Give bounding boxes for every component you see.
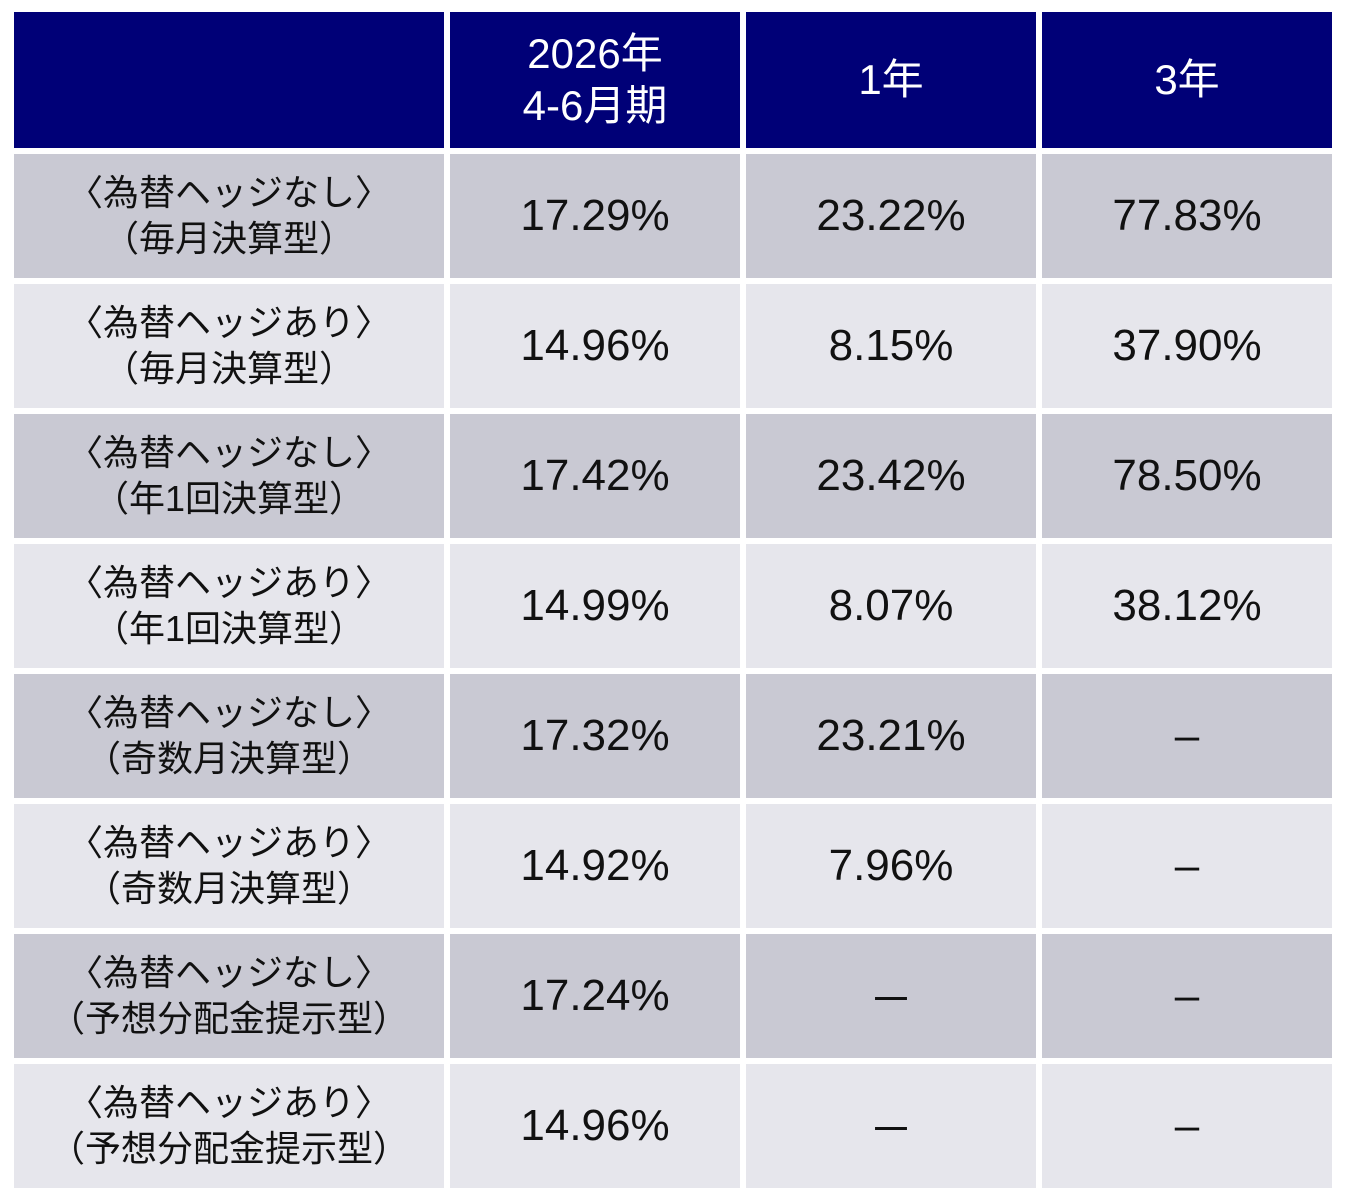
row-label-cell: 〈為替ヘッジあり〉 （年1回決算型） [14,544,444,668]
header-blank-cell [14,12,444,148]
value-3year-cell: 77.83% [1042,154,1332,278]
performance-table: 2026年 4-6月期 1年 3年 〈為替ヘッジなし〉 （毎月決算型） 17.2… [8,6,1338,1194]
value-3year-cell: 78.50% [1042,414,1332,538]
value-1year-cell: － [746,934,1036,1058]
row-label-type: （奇数月決算型） [84,868,373,909]
value-3year-cell: 37.90% [1042,284,1332,408]
row-label-hedge: 〈為替ヘッジなし〉 [66,692,391,733]
value-1year-cell: 7.96% [746,804,1036,928]
table-row: 〈為替ヘッジあり〉 （毎月決算型） 14.96% 8.15% 37.90% [14,284,1332,408]
value-3year-cell: 38.12% [1042,544,1332,668]
value-1year-cell: 8.07% [746,544,1036,668]
row-label-cell: 〈為替ヘッジあり〉 （予想分配金提示型） [14,1064,444,1188]
value-period-cell: 14.92% [450,804,740,928]
value-3year-cell: – [1042,674,1332,798]
value-3year-cell: – [1042,804,1332,928]
value-1year-cell: 8.15% [746,284,1036,408]
value-period-cell: 14.96% [450,284,740,408]
table-row: 〈為替ヘッジなし〉 （奇数月決算型） 17.32% 23.21% – [14,674,1332,798]
value-period-cell: 17.32% [450,674,740,798]
row-label-cell: 〈為替ヘッジあり〉 （奇数月決算型） [14,804,444,928]
header-3year-cell: 3年 [1042,12,1332,148]
value-3year-cell: – [1042,1064,1332,1188]
header-period-quarter: 4-6月期 [522,82,668,129]
row-label-type: （毎月決算型） [102,348,355,389]
table-row: 〈為替ヘッジなし〉 （予想分配金提示型） 17.24% － – [14,934,1332,1058]
row-label-type: （予想分配金提示型） [48,1128,409,1169]
row-label-type: （年1回決算型） [92,608,366,649]
table-row: 〈為替ヘッジあり〉 （予想分配金提示型） 14.96% － – [14,1064,1332,1188]
value-3year-cell: – [1042,934,1332,1058]
row-label-hedge: 〈為替ヘッジなし〉 [66,952,391,993]
row-label-type: （毎月決算型） [102,218,355,259]
row-label-hedge: 〈為替ヘッジあり〉 [66,302,391,343]
row-label-type: （年1回決算型） [92,478,366,519]
value-1year-cell: 23.21% [746,674,1036,798]
table-row: 〈為替ヘッジなし〉 （年1回決算型） 17.42% 23.42% 78.50% [14,414,1332,538]
value-1year-cell: 23.22% [746,154,1036,278]
row-label-hedge: 〈為替ヘッジなし〉 [66,172,391,213]
row-label-cell: 〈為替ヘッジなし〉 （年1回決算型） [14,414,444,538]
value-period-cell: 14.96% [450,1064,740,1188]
value-period-cell: 17.24% [450,934,740,1058]
value-1year-cell: 23.42% [746,414,1036,538]
row-label-hedge: 〈為替ヘッジなし〉 [66,432,391,473]
value-1year-cell: － [746,1064,1036,1188]
value-period-cell: 14.99% [450,544,740,668]
header-1year-cell: 1年 [746,12,1036,148]
row-label-hedge: 〈為替ヘッジあり〉 [66,1082,391,1123]
row-label-hedge: 〈為替ヘッジあり〉 [66,562,391,603]
value-period-cell: 17.29% [450,154,740,278]
row-label-cell: 〈為替ヘッジなし〉 （毎月決算型） [14,154,444,278]
header-period-cell: 2026年 4-6月期 [450,12,740,148]
row-label-type: （予想分配金提示型） [48,998,409,1039]
header-row: 2026年 4-6月期 1年 3年 [14,12,1332,148]
table-row: 〈為替ヘッジなし〉 （毎月決算型） 17.29% 23.22% 77.83% [14,154,1332,278]
row-label-cell: 〈為替ヘッジなし〉 （予想分配金提示型） [14,934,444,1058]
table-row: 〈為替ヘッジあり〉 （年1回決算型） 14.99% 8.07% 38.12% [14,544,1332,668]
value-period-cell: 17.42% [450,414,740,538]
row-label-cell: 〈為替ヘッジあり〉 （毎月決算型） [14,284,444,408]
row-label-type: （奇数月決算型） [84,738,373,779]
table-row: 〈為替ヘッジあり〉 （奇数月決算型） 14.92% 7.96% – [14,804,1332,928]
row-label-hedge: 〈為替ヘッジあり〉 [66,822,391,863]
row-label-cell: 〈為替ヘッジなし〉 （奇数月決算型） [14,674,444,798]
performance-table-container: 2026年 4-6月期 1年 3年 〈為替ヘッジなし〉 （毎月決算型） 17.2… [14,12,1332,1188]
header-period-year: 2026年 [527,30,663,77]
